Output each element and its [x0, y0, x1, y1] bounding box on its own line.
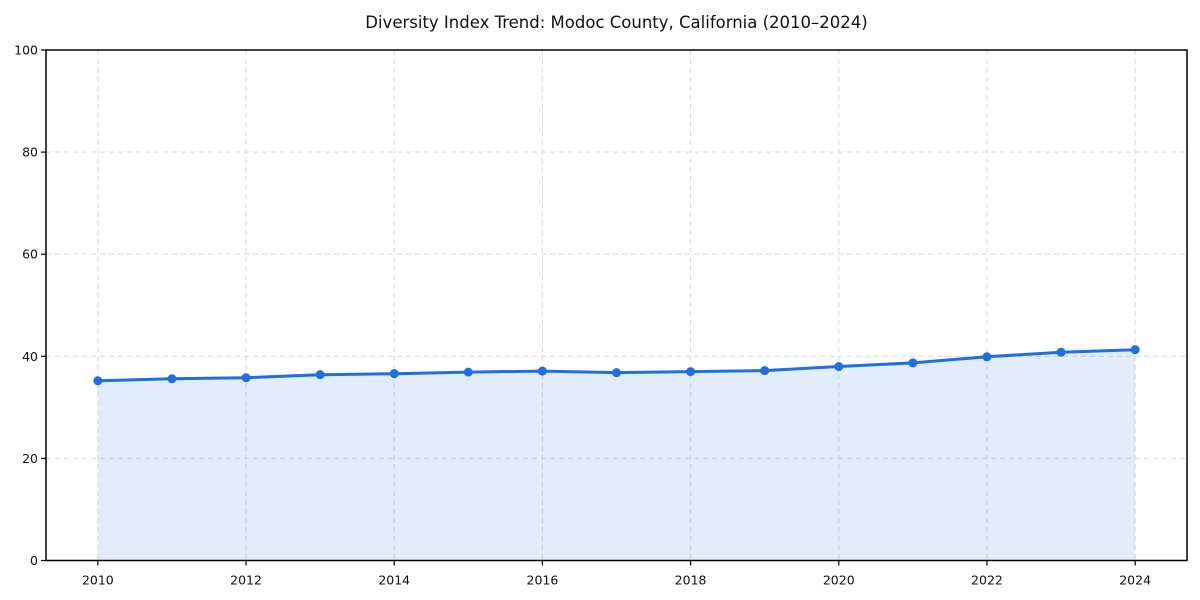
- data-point-2019: [760, 366, 770, 376]
- data-point-2013: [315, 370, 325, 380]
- y-tick-label-100: 100: [14, 43, 38, 58]
- data-point-2017: [612, 368, 621, 378]
- data-point-2015: [463, 367, 473, 377]
- x-tick-label-2012: 2012: [230, 573, 262, 588]
- x-tick-label-2018: 2018: [675, 573, 707, 588]
- data-point-2010: [93, 376, 103, 386]
- data-point-2012: [241, 373, 251, 383]
- data-point-2018: [686, 367, 696, 377]
- chart-title: Diversity Index Trend: Modoc County, Cal…: [365, 13, 868, 32]
- data-point-2024: [1130, 345, 1140, 355]
- data-point-2020: [834, 362, 844, 372]
- plot-border: [45, 49, 1188, 562]
- y-tick-label-0: 0: [30, 553, 38, 568]
- data-point-2016: [537, 366, 547, 376]
- x-tick-label-2022: 2022: [971, 573, 1003, 588]
- y-tick-label-40: 40: [22, 349, 38, 364]
- x-tick-label-2010: 2010: [82, 573, 114, 588]
- data-point-2014: [389, 369, 399, 379]
- y-tick-label-20: 20: [22, 451, 38, 466]
- data-point-2011: [167, 374, 177, 384]
- y-tick-label-80: 80: [22, 145, 38, 160]
- area-fill: [97, 349, 1136, 561]
- x-tick-label-2016: 2016: [527, 573, 559, 588]
- data-point-2021: [908, 358, 918, 368]
- x-tick-label-2024: 2024: [1119, 573, 1151, 588]
- data-point-2023: [1056, 347, 1066, 357]
- data-point-2022: [982, 352, 992, 362]
- y-tick-label-60: 60: [22, 247, 38, 262]
- x-tick-label-2014: 2014: [378, 573, 410, 588]
- x-tick-label-2020: 2020: [823, 573, 855, 588]
